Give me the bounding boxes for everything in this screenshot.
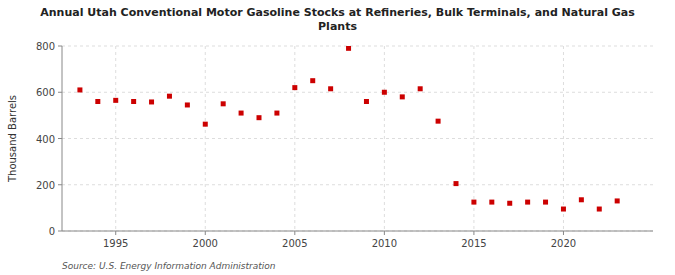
grid-line-x [563,46,564,231]
grid-line-y [62,92,653,93]
x-tick-label: 2020 [551,238,576,249]
point [221,101,226,106]
y-tick-label: 200 [36,180,55,191]
point [239,111,244,116]
grid-line-y [62,184,653,185]
x-tick-label: 2005 [282,238,307,249]
y-tick [58,46,62,47]
x-tick-label: 1995 [103,238,128,249]
point [310,78,315,83]
grid [62,46,653,231]
point [382,90,387,95]
x-tick [473,231,474,235]
point [185,102,190,107]
y-tick [58,184,62,185]
y-tick [58,231,62,232]
point [507,201,512,206]
grid-line-x [384,46,385,231]
point [113,98,118,103]
point [328,86,333,91]
y-tick-label: 800 [36,41,55,52]
point [149,99,154,104]
x-axis [62,231,653,232]
point [346,46,351,51]
y-tick-label: 0 [49,226,55,237]
x-tick [115,231,116,235]
point [203,122,208,127]
point [471,200,476,205]
x-tick-label: 2015 [461,238,486,249]
point [167,94,172,99]
x-tick-label: 2000 [193,238,218,249]
title-line: Annual Utah Conventional Motor Gasoline … [40,6,635,19]
grid-line-y [62,138,653,139]
point [525,200,530,205]
point [292,85,297,90]
point [418,86,423,91]
point [579,197,584,202]
point [615,198,620,203]
point [543,200,548,205]
x-tick [205,231,206,235]
grid-line-y [62,46,653,47]
points [77,46,619,212]
title-line: Plants [318,20,357,33]
chart: Annual Utah Conventional Motor Gasoline … [0,0,675,275]
point [257,115,262,120]
point [364,99,369,104]
point [131,99,136,104]
point [77,87,82,92]
grid-line-x [115,46,116,231]
y-tick-label: 400 [36,134,55,145]
x-tick [294,231,295,235]
point [561,207,566,212]
grid-line-x [205,46,206,231]
x-tick-label: 2010 [372,238,397,249]
x-tick [384,231,385,235]
point [274,111,279,116]
point [400,94,405,99]
annotation: Source: U.S. Energy Information Administ… [62,261,276,271]
point [436,119,441,124]
grid-line-y [62,231,653,232]
point [597,207,602,212]
y-tick [58,92,62,93]
grid-line-x [294,46,295,231]
y-axis-label: Thousand Barrels [7,95,18,183]
point [454,181,459,186]
point [489,200,494,205]
y-tick [58,138,62,139]
title: Annual Utah Conventional Motor Gasoline … [40,6,635,33]
y-tick-label: 600 [36,87,55,98]
x-tick [563,231,564,235]
point [95,99,100,104]
